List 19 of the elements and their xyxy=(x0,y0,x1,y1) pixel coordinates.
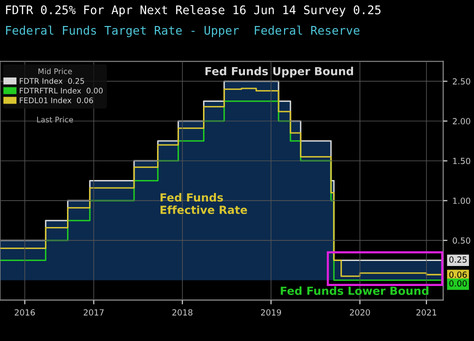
x-tick-label: 2019 xyxy=(261,309,282,316)
y-tick-label: 0.50 xyxy=(452,237,470,244)
chart-title: FDTR 0.25% For Apr Next Release 16 Jun 14 Survey 0.25 xyxy=(6,5,380,17)
data-label: 0.25 xyxy=(449,256,467,263)
x-tick-label: 2018 xyxy=(172,309,192,316)
data-label: 0.06 xyxy=(449,272,467,278)
annotation: Fed Funds Effective Rate xyxy=(160,193,248,214)
chart-subtitle: Federal Funds Target Rate - Upper Federal Reserve xyxy=(6,26,360,38)
x-tick-label: 2017 xyxy=(84,309,104,316)
y-tick-label: 1.50 xyxy=(453,158,470,164)
y-tick-label: 1.00 xyxy=(453,198,470,204)
x-tick-label: 2016 xyxy=(14,309,35,316)
x-tick-label: 2020 xyxy=(350,309,370,316)
x-tick-label: 2021 xyxy=(416,309,436,316)
annotation: Fed Funds Lower Bound xyxy=(280,286,428,295)
y-tick-label: 2.50 xyxy=(452,78,470,85)
annotation: Fed Funds Upper Bound xyxy=(205,66,354,78)
y-tick-label: 2.00 xyxy=(452,118,470,124)
data-label: 0.00 xyxy=(449,280,467,287)
